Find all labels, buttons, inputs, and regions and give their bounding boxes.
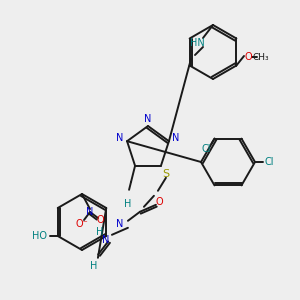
Text: HO: HO [32,231,47,241]
Text: N: N [144,114,152,124]
Text: H: H [90,261,98,271]
Text: S: S [162,169,169,179]
Text: Cl: Cl [202,144,211,154]
Text: H: H [124,199,132,209]
Text: CH₃: CH₃ [253,52,269,62]
Text: O: O [244,52,252,62]
Text: N: N [102,235,110,245]
Text: N: N [86,207,94,217]
Text: N: N [116,219,124,229]
Text: Cl: Cl [264,157,274,167]
Text: O: O [155,197,163,207]
Text: O⁻: O⁻ [76,219,88,229]
Text: HN: HN [190,38,204,48]
Text: O: O [96,215,104,225]
Text: N: N [172,133,180,143]
Text: N: N [116,133,124,143]
Text: H: H [96,227,103,237]
